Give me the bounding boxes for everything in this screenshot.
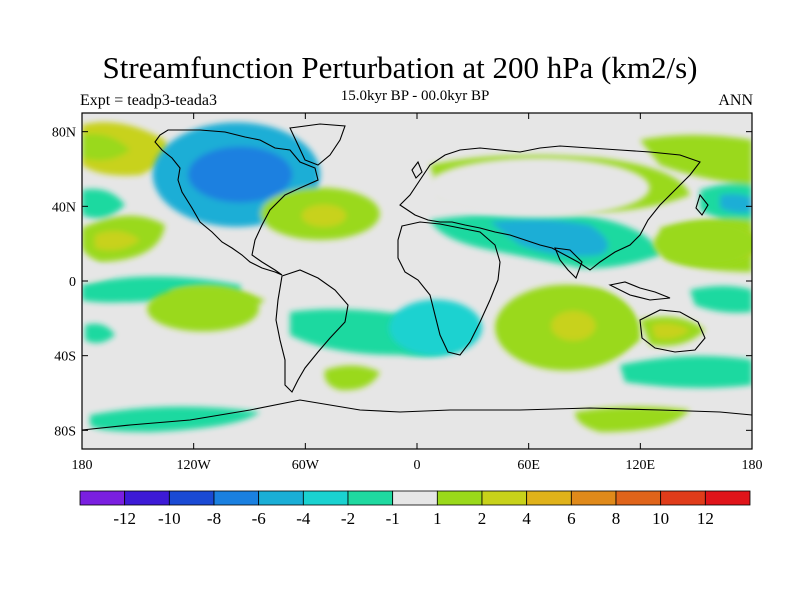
uk-coast xyxy=(411,160,423,179)
streamfunction-field xyxy=(82,122,752,432)
colorbar-swatch xyxy=(79,490,126,506)
colorbar-label: -2 xyxy=(341,509,355,528)
colorbar-label: -10 xyxy=(158,509,181,528)
colorbar-swatch xyxy=(258,490,304,506)
field-region-south-pacific-high xyxy=(147,286,259,332)
colorbar-swatch xyxy=(302,490,349,506)
lon-tick-label: 60W xyxy=(292,458,320,473)
colorbar-swatch xyxy=(347,490,394,506)
colorbar-label: 1 xyxy=(433,509,442,528)
indonesia-coast xyxy=(608,281,671,301)
colorbar-label: 10 xyxy=(652,509,669,528)
colorbar-swatch xyxy=(124,490,170,506)
coastlines xyxy=(82,123,752,431)
field-region-atlantic-high-core xyxy=(301,204,347,227)
lat-tick-label: 40N xyxy=(52,200,76,215)
experiment-label: Expt = teadp3-teada3 xyxy=(80,92,217,109)
colorbar-swatch xyxy=(436,490,483,506)
lon-tick-label: 120W xyxy=(177,458,212,473)
colorbar-label: -8 xyxy=(207,509,221,528)
plot-title: Streamfunction Perturbation at 200 hPa (… xyxy=(102,50,698,85)
colorbar-swatch xyxy=(213,490,260,506)
colorbar-label: -4 xyxy=(296,509,311,528)
africa-coast xyxy=(397,221,501,356)
field-region-south-indian-high-core xyxy=(551,310,596,341)
colorbar-swatch xyxy=(168,490,215,506)
colorbar-swatch xyxy=(615,490,662,506)
lat-tick-label: 80S xyxy=(54,424,76,439)
north-america-coast xyxy=(154,129,319,276)
lon-tick-label: 0 xyxy=(414,458,421,473)
field-region-south-atlantic-low xyxy=(389,299,483,356)
colorbar-label: 4 xyxy=(522,509,531,528)
lon-tick-label: 60E xyxy=(517,458,540,473)
lat-tick-label: 40S xyxy=(54,350,76,365)
lon-tick-label: 180 xyxy=(742,458,763,473)
colorbar-label: -12 xyxy=(113,509,136,528)
europe-coast xyxy=(399,145,701,271)
colorbar-swatch xyxy=(570,490,617,506)
colorbar-label: -6 xyxy=(252,509,266,528)
colorbar-swatch xyxy=(526,490,572,506)
antarctica-coast xyxy=(82,399,752,431)
plot-subtitle: 15.0kyr BP - 00.0kyr BP xyxy=(340,88,490,104)
lat-tick-label: 0 xyxy=(69,275,76,290)
field-region-canada-low-core xyxy=(188,146,293,203)
greenland-coast xyxy=(289,123,346,166)
colorbar-swatch xyxy=(660,490,706,506)
japan-coast xyxy=(695,193,709,216)
lon-tick-label: 180 xyxy=(72,458,93,473)
south-america-coast xyxy=(275,269,349,393)
lon-tick-label: 120E xyxy=(626,458,656,473)
field-region-west-pacific-high xyxy=(653,221,752,267)
colorbar-swatch xyxy=(481,490,528,506)
field-region-eurasia-high xyxy=(426,157,650,218)
colorbar-label: 6 xyxy=(567,509,576,528)
colorbar-label: -1 xyxy=(386,509,400,528)
season-label: ANN xyxy=(718,92,753,109)
colorbar-label: 12 xyxy=(697,509,714,528)
lat-tick-label: 80N xyxy=(52,126,76,141)
colorbar-label: 2 xyxy=(478,509,487,528)
india-coast xyxy=(554,247,583,279)
colorbar-swatch xyxy=(704,490,751,506)
colorbar: -12 -10 -8 -6 -4 -2 -1 1 2 4 6 8 10 12 xyxy=(79,490,751,528)
australia-coast xyxy=(639,309,706,353)
colorbar-label: 8 xyxy=(612,509,621,528)
axis-ticks: 180 120W 60W 0 60E 120E 180 80N 40N 0 40S 80S xyxy=(52,113,763,473)
colorbar-swatch xyxy=(392,490,438,506)
